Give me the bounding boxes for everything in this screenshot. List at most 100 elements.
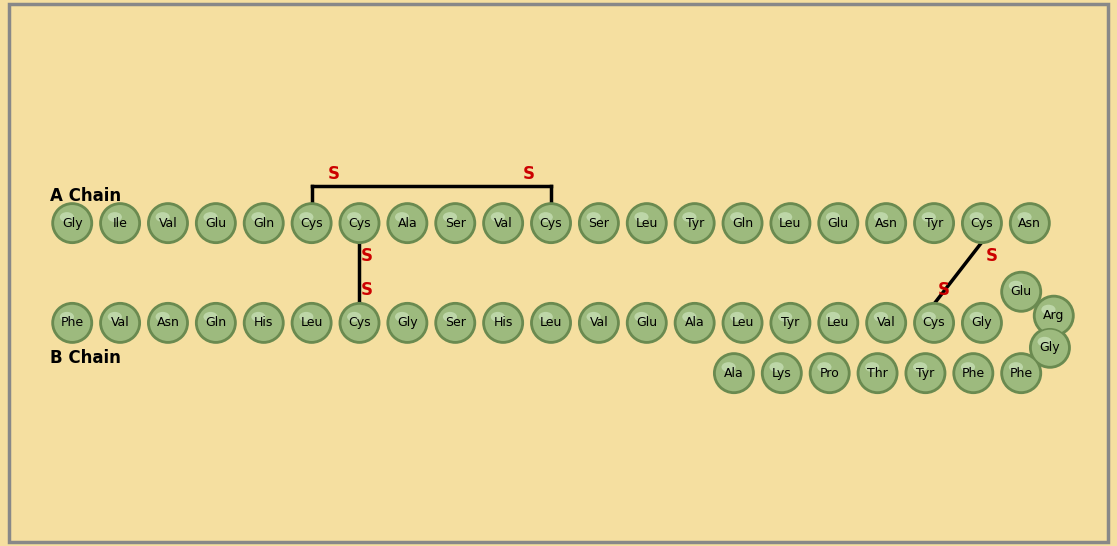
Ellipse shape xyxy=(970,312,984,322)
Ellipse shape xyxy=(251,312,266,322)
Circle shape xyxy=(435,202,476,244)
Text: Gly: Gly xyxy=(972,316,992,329)
Circle shape xyxy=(242,302,285,344)
Ellipse shape xyxy=(779,312,792,322)
Text: Leu: Leu xyxy=(780,217,802,230)
Ellipse shape xyxy=(107,312,122,322)
Text: Val: Val xyxy=(111,316,130,329)
Circle shape xyxy=(915,304,953,342)
Circle shape xyxy=(197,204,235,242)
Text: Cys: Cys xyxy=(923,316,945,329)
Text: Ala: Ala xyxy=(724,367,744,379)
Circle shape xyxy=(99,202,141,244)
Circle shape xyxy=(674,302,716,344)
Ellipse shape xyxy=(731,312,744,322)
Circle shape xyxy=(341,204,379,242)
Text: Leu: Leu xyxy=(732,316,754,329)
Text: Ser: Ser xyxy=(445,217,466,230)
Ellipse shape xyxy=(203,312,218,322)
Circle shape xyxy=(907,354,944,392)
Text: Arg: Arg xyxy=(1043,309,1065,322)
Circle shape xyxy=(341,304,379,342)
Circle shape xyxy=(1000,271,1042,313)
Ellipse shape xyxy=(961,362,975,372)
Circle shape xyxy=(961,302,1003,344)
Circle shape xyxy=(818,302,859,344)
Ellipse shape xyxy=(873,212,888,222)
Text: Pro: Pro xyxy=(820,367,840,379)
Circle shape xyxy=(531,302,572,344)
Ellipse shape xyxy=(299,212,314,222)
Circle shape xyxy=(811,354,849,392)
Text: Glu: Glu xyxy=(206,217,227,230)
Circle shape xyxy=(820,204,857,242)
Circle shape xyxy=(1011,204,1049,242)
Circle shape xyxy=(435,302,476,344)
Ellipse shape xyxy=(634,212,649,222)
Text: Phe: Phe xyxy=(1010,367,1033,379)
Circle shape xyxy=(531,202,572,244)
Circle shape xyxy=(1002,273,1040,311)
Ellipse shape xyxy=(442,212,457,222)
Circle shape xyxy=(149,304,187,342)
Circle shape xyxy=(54,204,92,242)
Circle shape xyxy=(953,352,994,394)
Text: Cys: Cys xyxy=(349,316,371,329)
Circle shape xyxy=(54,304,92,342)
Text: Glu: Glu xyxy=(828,217,849,230)
Text: Gln: Gln xyxy=(732,217,753,230)
Circle shape xyxy=(1031,329,1069,367)
Text: Cys: Cys xyxy=(971,217,993,230)
Text: Ser: Ser xyxy=(445,316,466,329)
Text: Leu: Leu xyxy=(827,316,850,329)
Ellipse shape xyxy=(634,312,649,322)
Ellipse shape xyxy=(779,212,792,222)
Ellipse shape xyxy=(770,362,784,372)
Text: Glu: Glu xyxy=(637,316,657,329)
Circle shape xyxy=(867,204,905,242)
Ellipse shape xyxy=(970,212,984,222)
Circle shape xyxy=(763,354,801,392)
Text: Cys: Cys xyxy=(540,217,562,230)
Circle shape xyxy=(761,352,803,394)
Ellipse shape xyxy=(1009,362,1023,372)
Ellipse shape xyxy=(866,362,879,372)
Circle shape xyxy=(1000,352,1042,394)
Circle shape xyxy=(961,202,1003,244)
Ellipse shape xyxy=(107,212,122,222)
Text: Tyr: Tyr xyxy=(916,367,935,379)
Text: Val: Val xyxy=(590,316,609,329)
Ellipse shape xyxy=(825,312,840,322)
Ellipse shape xyxy=(490,312,505,322)
Circle shape xyxy=(724,304,762,342)
Circle shape xyxy=(245,204,283,242)
Circle shape xyxy=(1002,354,1040,392)
Circle shape xyxy=(722,202,764,244)
Circle shape xyxy=(290,202,333,244)
Text: Val: Val xyxy=(494,217,513,230)
Ellipse shape xyxy=(818,362,831,372)
Text: Tyr: Tyr xyxy=(686,217,704,230)
Circle shape xyxy=(437,204,475,242)
Text: Phe: Phe xyxy=(962,367,985,379)
Circle shape xyxy=(857,352,898,394)
Text: Leu: Leu xyxy=(636,217,658,230)
Text: Cys: Cys xyxy=(300,217,323,230)
Text: Gly: Gly xyxy=(397,316,418,329)
Text: His: His xyxy=(494,316,513,329)
Ellipse shape xyxy=(586,212,601,222)
Circle shape xyxy=(859,354,897,392)
Ellipse shape xyxy=(442,312,457,322)
Text: S: S xyxy=(986,247,997,265)
Circle shape xyxy=(963,304,1001,342)
Circle shape xyxy=(770,202,811,244)
Ellipse shape xyxy=(251,212,266,222)
Circle shape xyxy=(245,304,283,342)
Ellipse shape xyxy=(60,212,74,222)
Circle shape xyxy=(99,302,141,344)
Text: Ala: Ala xyxy=(685,316,705,329)
Text: Cys: Cys xyxy=(349,217,371,230)
Circle shape xyxy=(715,354,753,392)
Text: Ala: Ala xyxy=(398,217,418,230)
Circle shape xyxy=(290,302,333,344)
